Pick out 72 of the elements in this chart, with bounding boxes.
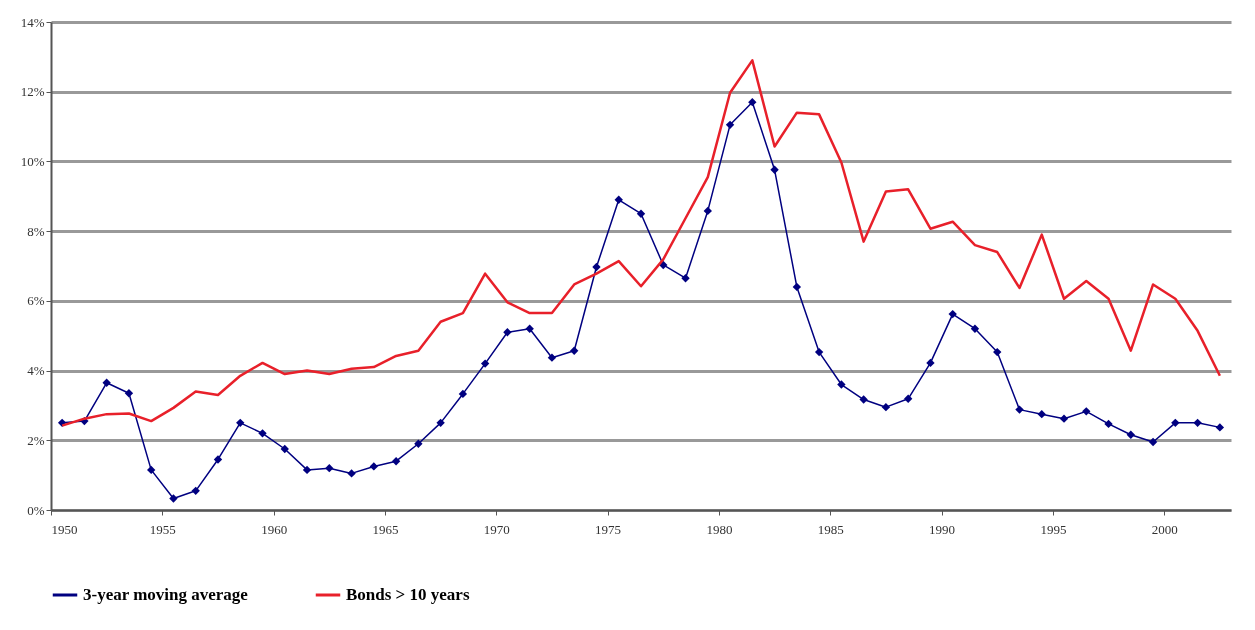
x-tick-label: 1985 xyxy=(817,521,844,537)
point xyxy=(1171,418,1180,428)
point xyxy=(570,346,579,355)
point xyxy=(1215,423,1225,432)
y-tick-label: 0% xyxy=(27,502,45,518)
point xyxy=(347,469,356,478)
point xyxy=(191,486,200,496)
point xyxy=(837,380,846,389)
x-tick-label: 1990 xyxy=(929,521,956,537)
point xyxy=(1059,414,1069,423)
point xyxy=(703,206,712,216)
point xyxy=(302,465,312,475)
y-tick-label: 6% xyxy=(27,293,45,309)
point xyxy=(124,389,134,398)
x-tick-label: 1955 xyxy=(149,521,176,537)
point xyxy=(970,324,980,333)
point xyxy=(1193,418,1202,428)
point xyxy=(458,389,468,399)
point xyxy=(325,463,334,473)
x-tick-label: 1965 xyxy=(372,521,399,537)
point xyxy=(213,455,223,464)
point xyxy=(436,418,445,428)
point xyxy=(547,353,557,362)
point xyxy=(725,120,735,130)
point xyxy=(391,457,401,466)
point xyxy=(993,347,1002,357)
point xyxy=(859,395,868,404)
point xyxy=(881,402,891,412)
point xyxy=(1104,419,1113,429)
x-tick-label: 2000 xyxy=(1151,521,1178,537)
point xyxy=(280,444,289,454)
point xyxy=(792,282,802,292)
point xyxy=(748,97,757,107)
line-series xyxy=(60,59,1222,427)
y-tick-label: 4% xyxy=(27,363,45,379)
point xyxy=(169,494,178,503)
point xyxy=(926,358,935,368)
point xyxy=(503,328,512,337)
x-tick-label: 1995 xyxy=(1040,521,1067,537)
y-tick-label: 14% xyxy=(20,14,45,30)
point xyxy=(147,465,156,475)
point xyxy=(636,209,646,218)
x-tick-label: 1980 xyxy=(706,521,733,537)
point xyxy=(236,418,245,428)
point xyxy=(369,462,379,471)
point xyxy=(1126,430,1135,439)
point xyxy=(480,359,490,368)
y-tick-label: 10% xyxy=(20,153,45,169)
point xyxy=(102,378,111,387)
x-tick-label: 1975 xyxy=(595,521,622,537)
y-tick-label: 2% xyxy=(27,432,45,448)
x-tick-label: 1970 xyxy=(483,521,510,537)
legend-label: Bonds > 10 years xyxy=(346,585,470,604)
y-tick-label: 8% xyxy=(27,223,45,239)
point xyxy=(258,429,267,438)
point xyxy=(814,347,824,357)
point xyxy=(1037,409,1046,419)
point xyxy=(525,324,534,333)
point xyxy=(1015,405,1024,414)
point xyxy=(614,195,623,204)
point xyxy=(1148,437,1158,447)
point xyxy=(414,439,423,448)
point xyxy=(770,165,779,174)
point xyxy=(1082,407,1091,416)
x-tick-label: 1950 xyxy=(51,521,78,537)
point xyxy=(681,274,690,283)
x-tick-label: 1960 xyxy=(261,521,288,537)
point xyxy=(948,309,957,319)
y-tick-label: 12% xyxy=(20,84,45,100)
point xyxy=(592,262,601,272)
legend-label: 3-year moving average xyxy=(83,585,249,604)
point xyxy=(903,394,913,403)
